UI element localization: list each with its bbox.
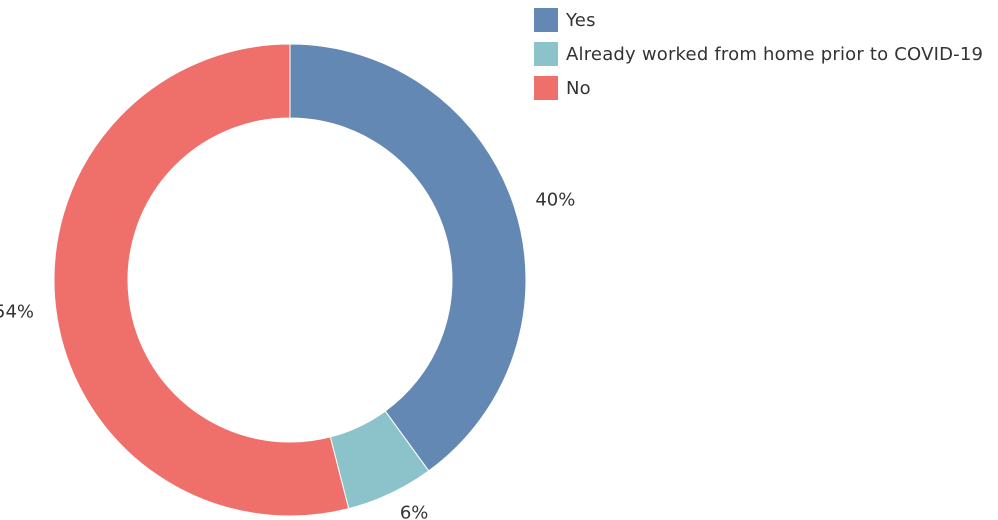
- slice-label-no: 54%: [0, 301, 34, 322]
- legend-label-already-worked-from-home: Already worked from home prior to COVID-…: [566, 43, 984, 65]
- slice-label-yes: 40%: [535, 189, 575, 210]
- legend-item-already-worked-from-home[interactable]: Already worked from home prior to COVID-…: [534, 42, 983, 66]
- legend-swatch-no: [534, 76, 558, 100]
- donut-slice-no[interactable]: [53, 43, 350, 517]
- legend-label-no: No: [566, 77, 591, 99]
- legend-item-yes[interactable]: Yes: [534, 8, 983, 32]
- donut-slice-yes[interactable]: [289, 43, 527, 472]
- legend: Yes Already worked from home prior to CO…: [534, 8, 983, 110]
- legend-swatch-yes: [534, 8, 558, 32]
- legend-item-no[interactable]: No: [534, 76, 983, 100]
- slice-label-already-worked-from-home: 6%: [400, 502, 429, 520]
- legend-swatch-already-worked-from-home: [534, 42, 558, 66]
- legend-label-yes: Yes: [566, 9, 596, 31]
